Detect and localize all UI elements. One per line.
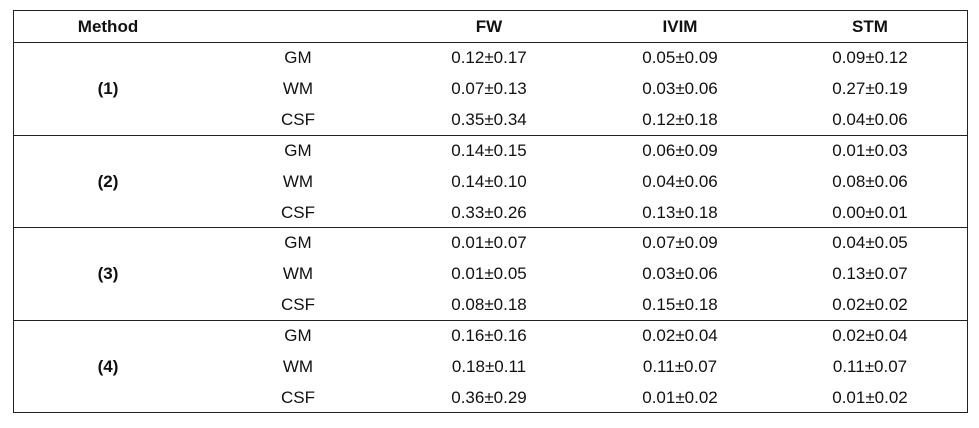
value-cell: 0.16±0.16 [451,325,527,345]
tissue-label: CSF [281,110,315,130]
value-cell: 0.11±0.07 [642,356,718,376]
value-cell: 0.01±0.07 [451,233,527,253]
value-cell: 0.02±0.02 [832,295,908,315]
group-label: (2) [97,171,119,191]
value-cell: 0.02±0.04 [642,325,718,345]
value-cell: 0.33±0.26 [451,202,527,222]
tissue-label: GM [284,48,312,68]
value-cell: 0.01±0.02 [832,387,908,407]
value-cell: 0.04±0.06 [832,110,908,130]
group-label: (4) [97,356,119,376]
tissue-label: GM [284,325,312,345]
tissue-label: GM [284,233,312,253]
value-cell: 0.36±0.29 [451,387,527,407]
value-cell: 0.18±0.11 [451,356,527,376]
value-cell: 0.01±0.05 [451,264,527,284]
value-cell: 0.05±0.09 [642,48,718,68]
tissue-label: WM [282,356,314,376]
value-cell: 0.13±0.18 [642,202,718,222]
value-cell: 0.14±0.15 [451,140,527,160]
value-cell: 0.12±0.18 [642,110,718,130]
value-cell: 0.09±0.12 [832,48,908,68]
tissue-label: WM [282,171,314,191]
tissue-label: WM [282,264,314,284]
value-cell: 0.00±0.01 [832,202,908,222]
value-cell: 0.08±0.06 [832,171,908,191]
header-cell: IVIM [662,17,698,36]
header-cell: FW [475,17,503,36]
group-rule [13,319,968,321]
value-cell: 0.35±0.34 [451,110,527,130]
value-cell: 0.03±0.06 [642,264,718,284]
tissue-label: CSF [281,295,315,315]
value-cell: 0.07±0.09 [642,233,718,253]
value-cell: 0.13±0.07 [832,264,908,284]
border [967,11,968,413]
group-rule [13,134,968,136]
value-cell: 0.01±0.03 [832,140,908,160]
value-cell: 0.04±0.05 [832,233,908,253]
value-cell: 0.01±0.02 [642,387,718,407]
value-cell: 0.06±0.09 [642,140,718,160]
value-cell: 0.02±0.04 [832,325,908,345]
group-rule [13,227,968,228]
border [13,11,14,413]
value-cell: 0.08±0.18 [451,295,527,315]
value-cell: 0.27±0.19 [832,79,908,99]
value-cell: 0.15±0.18 [642,295,718,315]
group-label: (1) [97,79,119,99]
tissue-label: CSF [281,202,315,222]
value-cell: 0.12±0.17 [451,48,527,68]
group-label: (3) [97,264,119,284]
value-cell: 0.04±0.06 [642,171,718,191]
value-cell: 0.03±0.06 [642,79,718,99]
header-cell: Method [77,17,139,36]
value-cell: 0.14±0.10 [451,171,527,191]
tissue-label: WM [282,79,314,99]
header-cell: STM [852,17,888,36]
border [13,10,968,11]
value-cell: 0.07±0.13 [451,79,527,99]
border [13,412,968,413]
tissue-label: GM [284,140,312,160]
header-rule [13,42,968,43]
tissue-label: CSF [281,387,315,407]
value-cell: 0.11±0.07 [832,356,908,376]
